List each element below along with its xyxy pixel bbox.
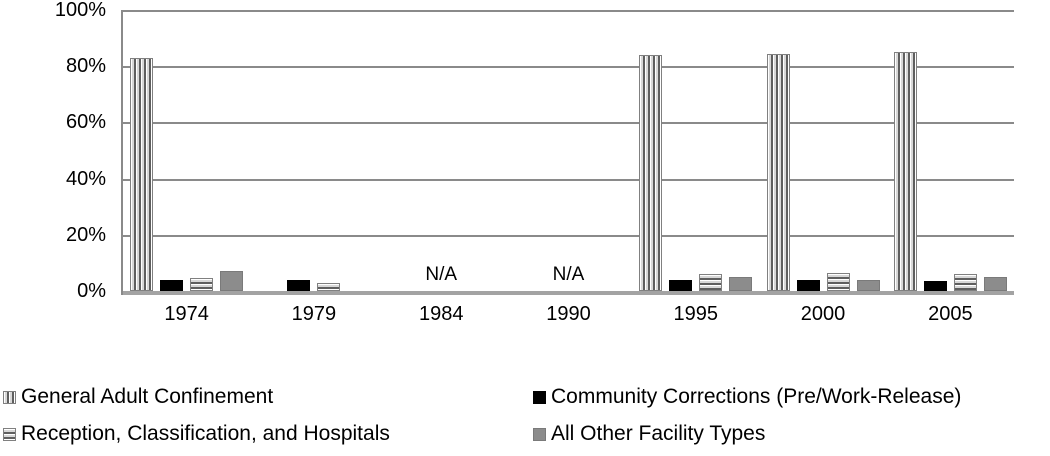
x-tick-2005: 2005 <box>928 303 973 325</box>
bar-series1-1979 <box>287 280 311 291</box>
bar-series3-2005 <box>983 277 1007 291</box>
na-annotation-1984: N/A <box>425 264 458 285</box>
y-tick-100: 100% <box>54 0 106 21</box>
legend-label: General Adult Confinement <box>21 385 274 408</box>
bar-series2-1995 <box>699 274 723 291</box>
legend-item-reception-classification-hospitals: Reception, Classification, and Hospitals <box>3 422 533 446</box>
black-square-swatch-icon <box>533 390 546 404</box>
gridline-40 <box>123 179 1014 181</box>
bar-series1-2000 <box>796 280 820 291</box>
y-tick-20: 20% <box>65 224 106 246</box>
bar-series1-1995 <box>669 280 693 291</box>
y-tick-0: 0% <box>77 280 106 302</box>
gridline-20 <box>123 235 1014 237</box>
legend-label: Reception, Classification, and Hospitals <box>21 422 390 445</box>
gridline-60 <box>123 122 1014 124</box>
na-annotation-1990: N/A <box>552 264 585 285</box>
x-tick-1979: 1979 <box>291 303 337 325</box>
gridline-80 <box>123 66 1014 68</box>
legend-label: Community Corrections (Pre/Work-Release) <box>551 385 962 408</box>
y-tick-40: 40% <box>65 168 106 190</box>
plot-area: N/A N/A <box>123 10 1014 295</box>
bar-series3-1974 <box>220 271 244 291</box>
legend-item-general-adult-confinement: General Adult Confinement <box>3 385 533 409</box>
y-axis-line <box>121 10 123 295</box>
bar-series3-1995 <box>729 277 753 291</box>
bar-series2-1974 <box>190 278 214 291</box>
y-tick-80: 80% <box>65 55 106 77</box>
bar-series2-2000 <box>826 273 850 291</box>
legend-item-community-corrections: Community Corrections (Pre/Work-Release) <box>533 385 1047 409</box>
y-axis-tick-labels: 100% 80% 60% 40% 20% 0% <box>0 0 106 310</box>
gridline-100 <box>123 10 1014 12</box>
legend-label: All Other Facility Types <box>551 422 766 445</box>
legend: General Adult Confinement Community Corr… <box>3 385 1047 446</box>
bar-series0-2005 <box>893 52 917 291</box>
x-tick-2000: 2000 <box>800 303 846 325</box>
bar-series1-1974 <box>160 280 184 291</box>
y-tick-60: 60% <box>65 111 106 133</box>
vertical-stripes-swatch-icon <box>3 390 16 404</box>
bar-series3-2000 <box>856 280 880 291</box>
bar-series0-1974 <box>130 58 154 291</box>
x-axis-tick-labels: 1974 1979 1984 1990 1995 2000 2005 <box>123 303 1014 326</box>
x-tick-1995: 1995 <box>673 303 719 325</box>
bar-series0-1995 <box>639 55 663 291</box>
bar-series1-2005 <box>923 281 947 291</box>
bar-series2-1979 <box>317 283 341 291</box>
bar-series2-2005 <box>953 274 977 291</box>
x-tick-1974: 1974 <box>164 303 209 325</box>
x-tick-1990: 1990 <box>546 303 591 325</box>
horizontal-stripes-swatch-icon <box>3 427 16 441</box>
bar-series0-2000 <box>766 54 790 291</box>
x-tick-1984: 1984 <box>418 303 464 325</box>
legend-item-all-other-facility-types: All Other Facility Types <box>533 422 1047 446</box>
gray-square-swatch-icon <box>533 427 546 441</box>
